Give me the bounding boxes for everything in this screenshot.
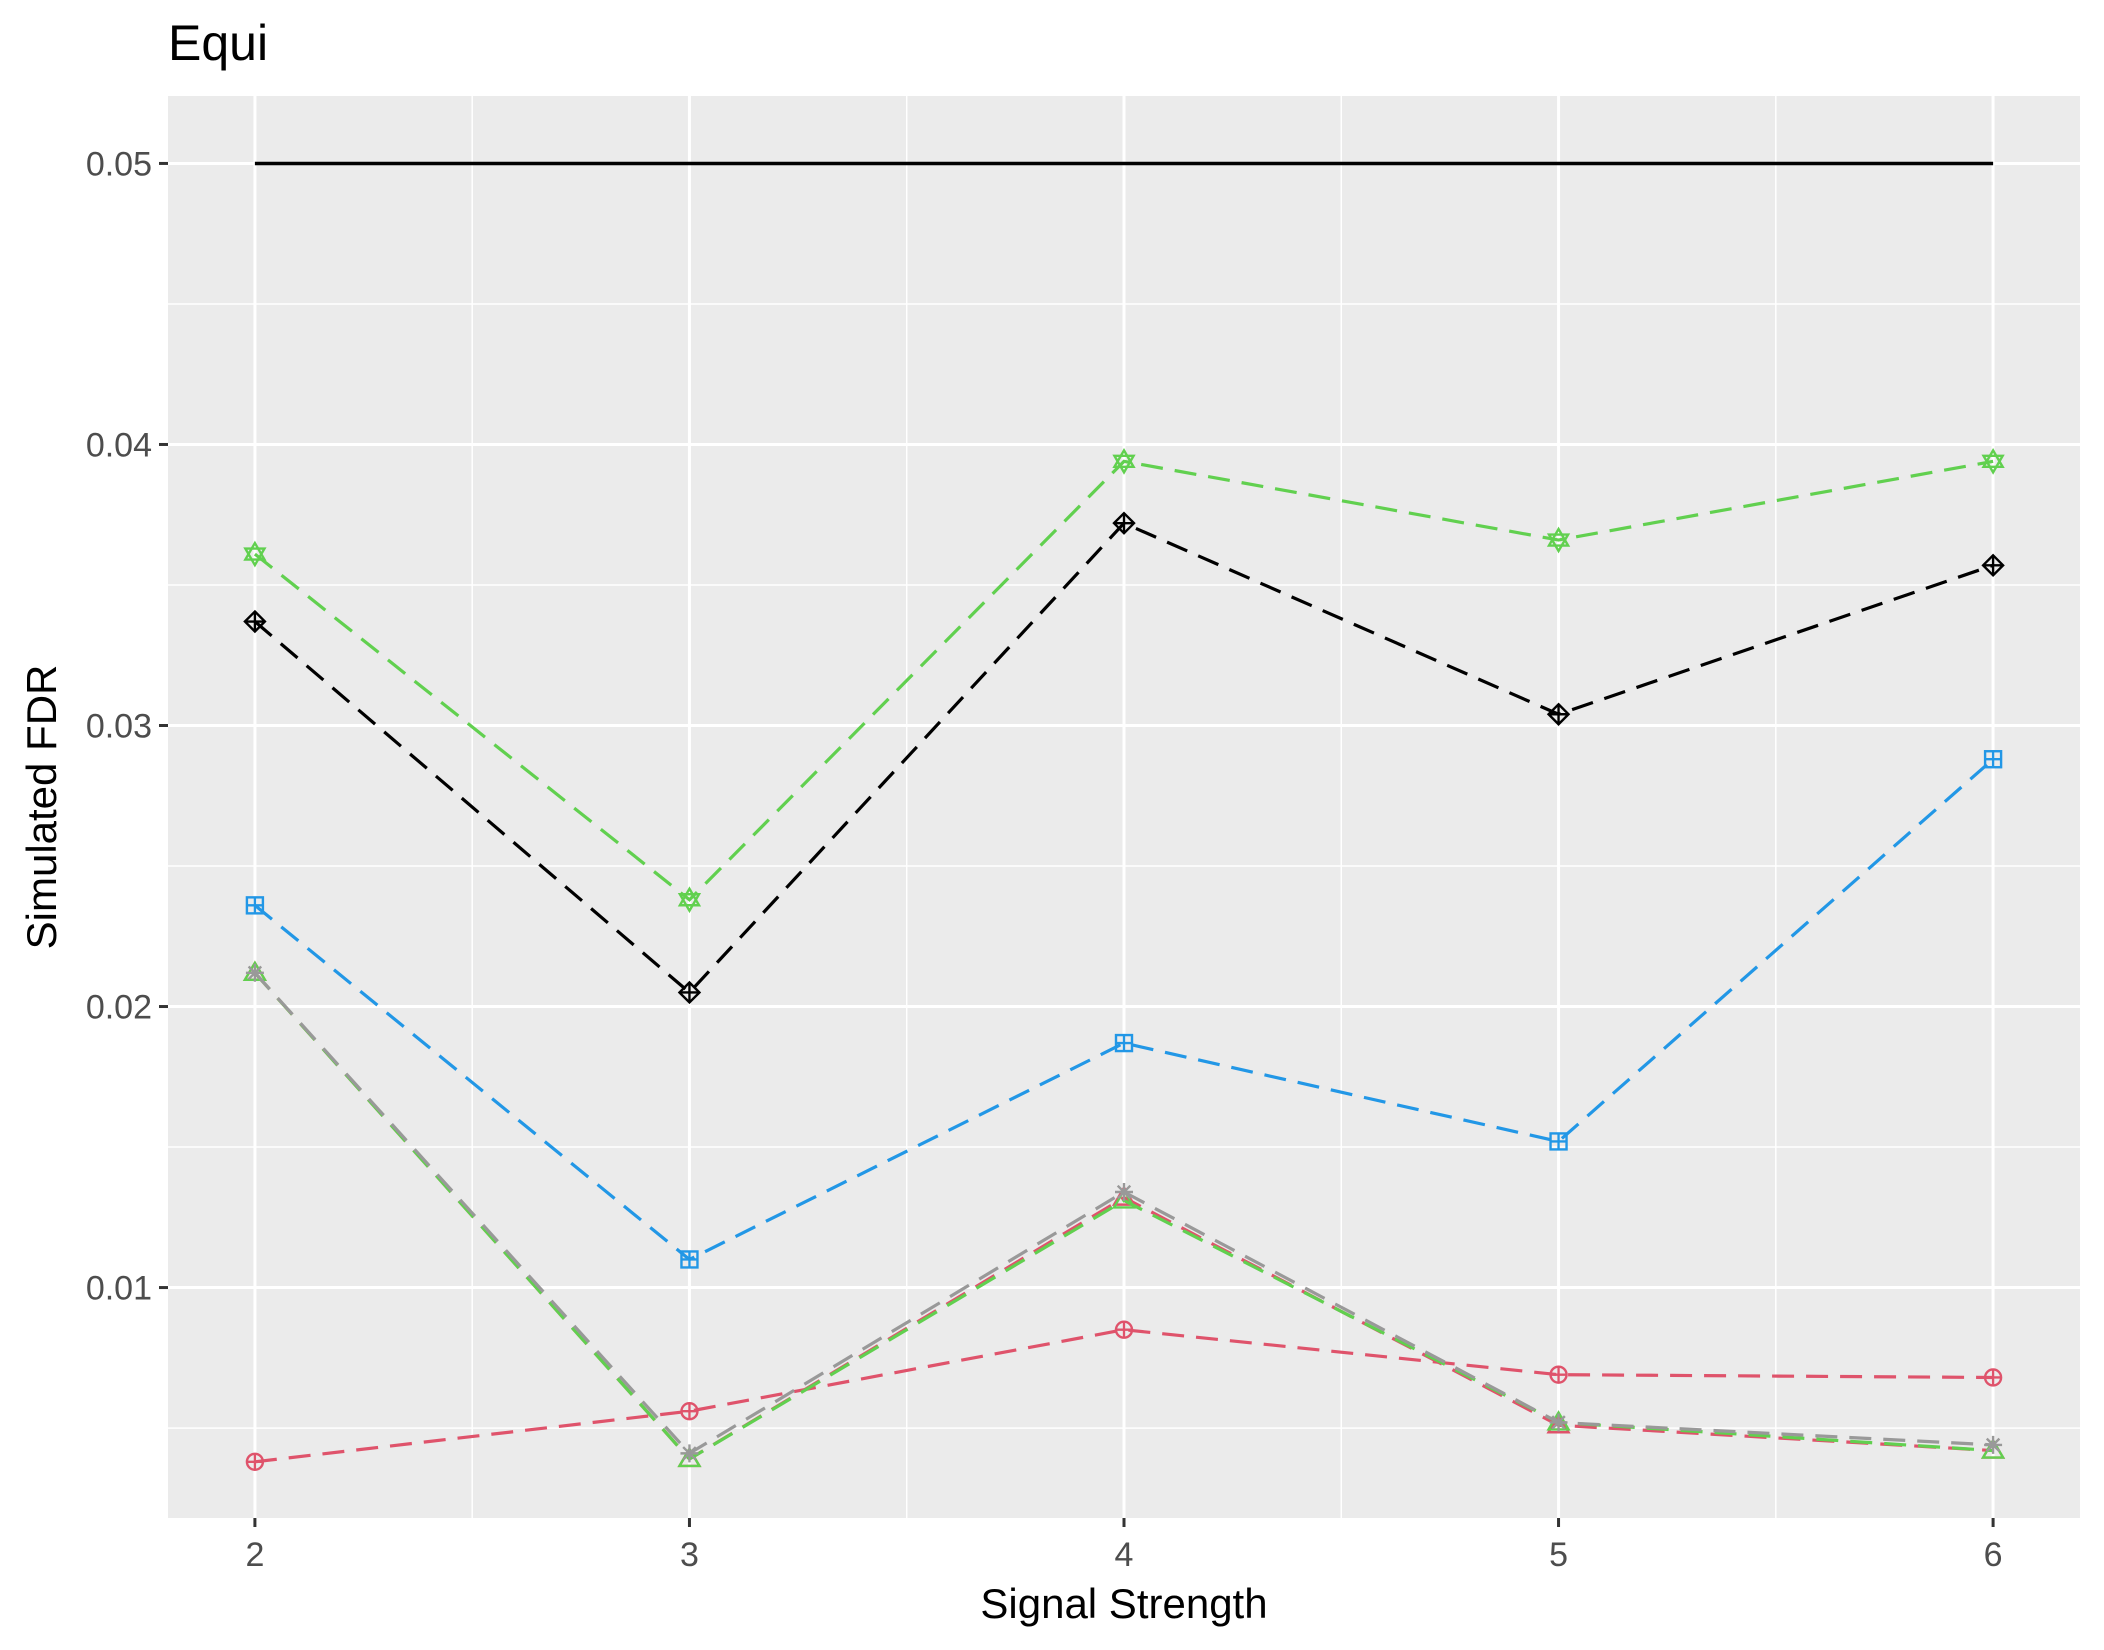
data-point [243, 609, 267, 634]
x-axis: 2 3 4 5 6 [245, 1518, 2003, 1574]
data-point [245, 963, 264, 982]
data-point [680, 1402, 699, 1421]
x-tick-label: 5 [1549, 1536, 1568, 1574]
data-point [245, 896, 265, 915]
chart-title: Equi [168, 15, 268, 71]
data-point [1114, 1320, 1134, 1339]
x-tick-label: 2 [245, 1536, 264, 1574]
series-5 [243, 511, 2005, 1005]
y-axis-title: Simulated FDR [18, 665, 65, 950]
data-point [1115, 1183, 1133, 1202]
y-tick-label: 0.03 [86, 708, 152, 746]
data-point [1549, 1365, 1568, 1384]
data-point [677, 980, 702, 1005]
data-point [1114, 1033, 1134, 1053]
data-point [680, 1444, 699, 1463]
series-6 [243, 447, 2005, 914]
x-tick-label: 3 [680, 1536, 699, 1574]
x-axis-title: Signal Strength [980, 1580, 1267, 1627]
x-tick-label: 6 [1984, 1536, 2003, 1574]
series-4 [245, 750, 2003, 1269]
data-point [1984, 1435, 2003, 1454]
data-point [1112, 511, 1136, 535]
data-point [1981, 447, 2005, 475]
data-point [680, 1250, 699, 1269]
data-point [243, 540, 267, 568]
series-line [253, 758, 1995, 1262]
data-point [1546, 526, 1571, 554]
y-tick-label: 0.01 [86, 1270, 152, 1308]
y-tick-label: 0.02 [86, 989, 152, 1027]
data-point [1111, 1188, 1137, 1209]
series-layer [242, 447, 2006, 1471]
data-point [1983, 750, 2003, 769]
data-point [1546, 702, 1571, 726]
data-point [1112, 447, 1136, 475]
series-0 [245, 1320, 2003, 1471]
data-point [245, 1452, 265, 1471]
series-3 [245, 963, 2003, 1463]
y-tick-label: 0.04 [86, 426, 152, 464]
data-point [677, 886, 702, 914]
data-point [1549, 1132, 1568, 1151]
series-line [253, 459, 1994, 902]
y-tick-label: 0.05 [86, 145, 152, 183]
data-point [1983, 1368, 2003, 1387]
data-point [1549, 1413, 1568, 1432]
y-axis: 0.01 0.02 0.03 0.04 0.05 [86, 145, 168, 1308]
data-point [1981, 553, 2005, 578]
x-tick-label: 4 [1115, 1536, 1134, 1574]
series-line [254, 1328, 1994, 1464]
